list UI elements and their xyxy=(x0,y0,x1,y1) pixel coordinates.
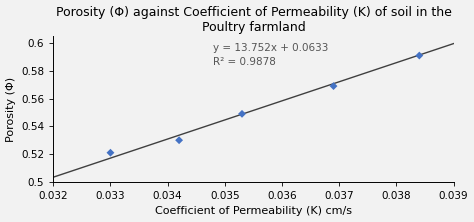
Text: y = 13.752x + 0.0633
R² = 0.9878: y = 13.752x + 0.0633 R² = 0.9878 xyxy=(213,43,329,67)
Point xyxy=(107,151,114,155)
Title: Porosity (Φ) against Coefficient of Permeability (K) of soil in the
Poultry farm: Porosity (Φ) against Coefficient of Perm… xyxy=(55,6,451,34)
Point xyxy=(238,112,246,116)
Point xyxy=(416,54,423,57)
Point xyxy=(175,139,183,142)
Y-axis label: Porosity (Φ): Porosity (Φ) xyxy=(6,76,16,142)
X-axis label: Coefficient of Permeability (K) cm/s: Coefficient of Permeability (K) cm/s xyxy=(155,206,352,216)
Point xyxy=(330,84,337,88)
